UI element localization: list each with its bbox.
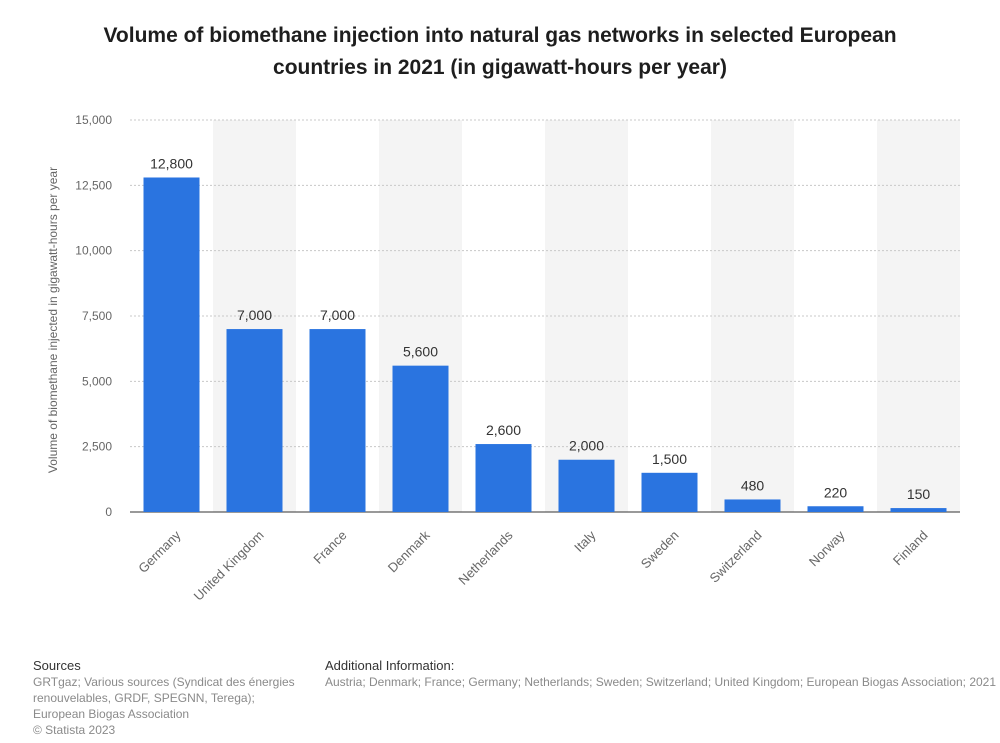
x-tick-label: Netherlands xyxy=(455,527,516,588)
x-tick-label: Germany xyxy=(135,527,184,576)
data-label: 220 xyxy=(824,484,848,500)
x-tick-label: Denmark xyxy=(385,527,433,575)
data-label: 2,000 xyxy=(569,438,604,454)
sources-line: European Biogas Association xyxy=(33,707,190,721)
y-tick-label: 0 xyxy=(105,505,112,519)
y-tick-label: 12,500 xyxy=(75,178,112,192)
copyright: © Statista 2023 xyxy=(33,723,116,737)
data-label: 12,800 xyxy=(150,155,193,171)
bar-chart: 0 2,500 5,000 7,500 10,000 12,500 15,000 12,800… xyxy=(46,113,960,604)
y-axis-title: Volume of biomethane injected in gigawat… xyxy=(46,167,60,473)
bar xyxy=(558,459,615,512)
chart-title: Volume of biomethane injection into natu… xyxy=(103,24,897,79)
additional-info-heading: Additional Information: xyxy=(325,658,455,673)
data-label: 480 xyxy=(741,477,765,493)
y-tick-label: 2,500 xyxy=(82,440,112,454)
additional-info-block: Additional Information: Austria; Denmark… xyxy=(325,658,1000,690)
x-tick-label: Norway xyxy=(806,527,848,569)
sources-line: renouvelables, GRDF, SPEGNN, Terega); xyxy=(33,691,255,705)
additional-info-text: Austria; Denmark; France; Germany; Nethe… xyxy=(325,675,997,689)
bar xyxy=(890,508,947,512)
bar xyxy=(724,499,781,512)
y-tick-label: 10,000 xyxy=(75,244,112,258)
x-tick-label: France xyxy=(310,528,349,567)
y-tick-label: 15,000 xyxy=(75,113,112,127)
data-label: 150 xyxy=(907,486,931,502)
bar xyxy=(309,329,366,512)
x-tick-label: Sweden xyxy=(638,528,682,572)
y-tick-label: 5,000 xyxy=(82,374,112,388)
data-label: 2,600 xyxy=(486,422,521,438)
sources-block: Sources GRTgaz; Various sources (Syndica… xyxy=(33,658,313,738)
bar xyxy=(475,444,532,512)
x-tick-label: Switzerland xyxy=(706,528,764,586)
bar xyxy=(807,506,864,512)
sources-heading: Sources xyxy=(33,658,81,673)
data-label: 7,000 xyxy=(237,307,272,323)
x-tick-label: Italy xyxy=(571,527,599,555)
data-label: 1,500 xyxy=(652,451,687,467)
y-tick-label: 7,500 xyxy=(82,309,112,323)
bar xyxy=(226,329,283,512)
sources-line: GRTgaz; Various sources (Syndicat des én… xyxy=(33,675,295,689)
data-label: 7,000 xyxy=(320,307,355,323)
x-tick-label: Finland xyxy=(890,528,931,569)
x-tick-label: United Kingdom xyxy=(191,528,267,604)
column-band xyxy=(711,120,794,512)
data-label: 5,600 xyxy=(403,344,438,360)
bar xyxy=(143,177,200,512)
bar xyxy=(392,365,449,512)
bar xyxy=(641,472,698,512)
